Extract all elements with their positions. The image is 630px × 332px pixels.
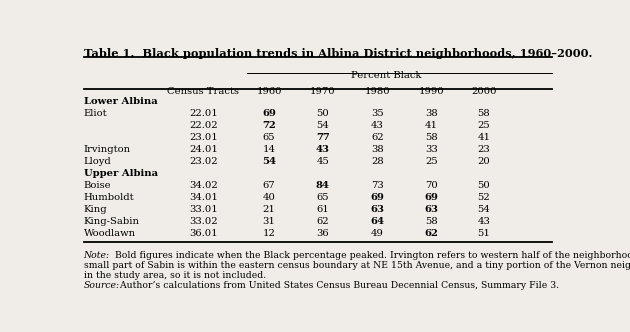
Text: in the study area, so it is not included.: in the study area, so it is not included… — [84, 271, 266, 280]
Text: Source:: Source: — [84, 281, 120, 290]
Text: 1970: 1970 — [310, 87, 336, 96]
Text: 72: 72 — [262, 121, 276, 130]
Text: 33: 33 — [425, 145, 438, 154]
Text: 49: 49 — [371, 229, 384, 238]
Text: 1980: 1980 — [365, 87, 391, 96]
Text: Lloyd: Lloyd — [84, 157, 112, 166]
Text: 73: 73 — [371, 181, 384, 190]
Text: 63: 63 — [424, 205, 438, 214]
Text: 58: 58 — [478, 109, 490, 119]
Text: 45: 45 — [316, 157, 329, 166]
Text: 34.02: 34.02 — [189, 181, 217, 190]
Text: Author’s calculations from United States Census Bureau Decennial Census, Summary: Author’s calculations from United States… — [117, 281, 559, 290]
Text: 34.01: 34.01 — [189, 193, 218, 202]
Text: 50: 50 — [478, 181, 490, 190]
Text: 23.01: 23.01 — [189, 133, 217, 142]
Text: 2000: 2000 — [471, 87, 496, 96]
Text: 23: 23 — [478, 145, 490, 154]
Text: Upper Albina: Upper Albina — [84, 169, 158, 178]
Text: Bold figures indicate when the Black percentage peaked. Irvington refers to west: Bold figures indicate when the Black per… — [112, 251, 630, 260]
Text: 84: 84 — [316, 181, 330, 190]
Text: Note:: Note: — [84, 251, 110, 260]
Text: King: King — [84, 205, 107, 214]
Text: 67: 67 — [263, 181, 275, 190]
Text: 31: 31 — [263, 217, 275, 226]
Text: Woodlawn: Woodlawn — [84, 229, 135, 238]
Text: Lower Albina: Lower Albina — [84, 97, 158, 107]
Text: 54: 54 — [478, 205, 490, 214]
Text: 28: 28 — [371, 157, 384, 166]
Text: 22.01: 22.01 — [189, 109, 217, 119]
Text: 62: 62 — [425, 229, 438, 238]
Text: Irvington: Irvington — [84, 145, 131, 154]
Text: 62: 62 — [316, 217, 329, 226]
Text: 65: 65 — [316, 193, 329, 202]
Text: 25: 25 — [425, 157, 438, 166]
Text: small part of Sabin is within the eastern census boundary at NE 15th Avenue, and: small part of Sabin is within the easter… — [84, 261, 630, 270]
Text: 36.01: 36.01 — [189, 229, 217, 238]
Text: 58: 58 — [425, 133, 438, 142]
Text: Eliot: Eliot — [84, 109, 107, 119]
Text: King-Sabin: King-Sabin — [84, 217, 140, 226]
Text: 69: 69 — [425, 193, 438, 202]
Text: 62: 62 — [371, 133, 384, 142]
Text: 14: 14 — [263, 145, 276, 154]
Text: 54: 54 — [316, 121, 329, 130]
Text: 61: 61 — [316, 205, 329, 214]
Text: 77: 77 — [316, 133, 329, 142]
Text: 1990: 1990 — [418, 87, 444, 96]
Text: Table 1.  Black population trends in Albina District neighborhoods, 1960–2000.: Table 1. Black population trends in Albi… — [84, 47, 592, 58]
Text: Census Tracts: Census Tracts — [167, 87, 239, 96]
Text: 43: 43 — [371, 121, 384, 130]
Text: 20: 20 — [478, 157, 490, 166]
Text: 22.02: 22.02 — [189, 121, 217, 130]
Text: 52: 52 — [478, 193, 490, 202]
Text: 54: 54 — [262, 157, 276, 166]
Text: 38: 38 — [371, 145, 384, 154]
Text: 41: 41 — [425, 121, 438, 130]
Text: 43: 43 — [478, 217, 490, 226]
Text: 40: 40 — [263, 193, 275, 202]
Text: 23.02: 23.02 — [189, 157, 217, 166]
Text: 33.01: 33.01 — [189, 205, 217, 214]
Text: 35: 35 — [371, 109, 384, 119]
Text: 58: 58 — [425, 217, 438, 226]
Text: 36: 36 — [316, 229, 329, 238]
Text: 64: 64 — [370, 217, 384, 226]
Text: 43: 43 — [316, 145, 330, 154]
Text: 41: 41 — [478, 133, 491, 142]
Text: 63: 63 — [370, 205, 384, 214]
Text: Humboldt: Humboldt — [84, 193, 134, 202]
Text: 33.02: 33.02 — [189, 217, 217, 226]
Text: 51: 51 — [478, 229, 490, 238]
Text: 38: 38 — [425, 109, 438, 119]
Text: 21: 21 — [263, 205, 275, 214]
Text: 50: 50 — [316, 109, 329, 119]
Text: Boise: Boise — [84, 181, 112, 190]
Text: 65: 65 — [263, 133, 275, 142]
Text: 24.01: 24.01 — [189, 145, 218, 154]
Text: 69: 69 — [370, 193, 384, 202]
Text: 25: 25 — [478, 121, 490, 130]
Text: 12: 12 — [263, 229, 275, 238]
Text: 69: 69 — [262, 109, 276, 119]
Text: 1960: 1960 — [256, 87, 282, 96]
Text: 70: 70 — [425, 181, 438, 190]
Text: Percent Black: Percent Black — [351, 71, 421, 80]
